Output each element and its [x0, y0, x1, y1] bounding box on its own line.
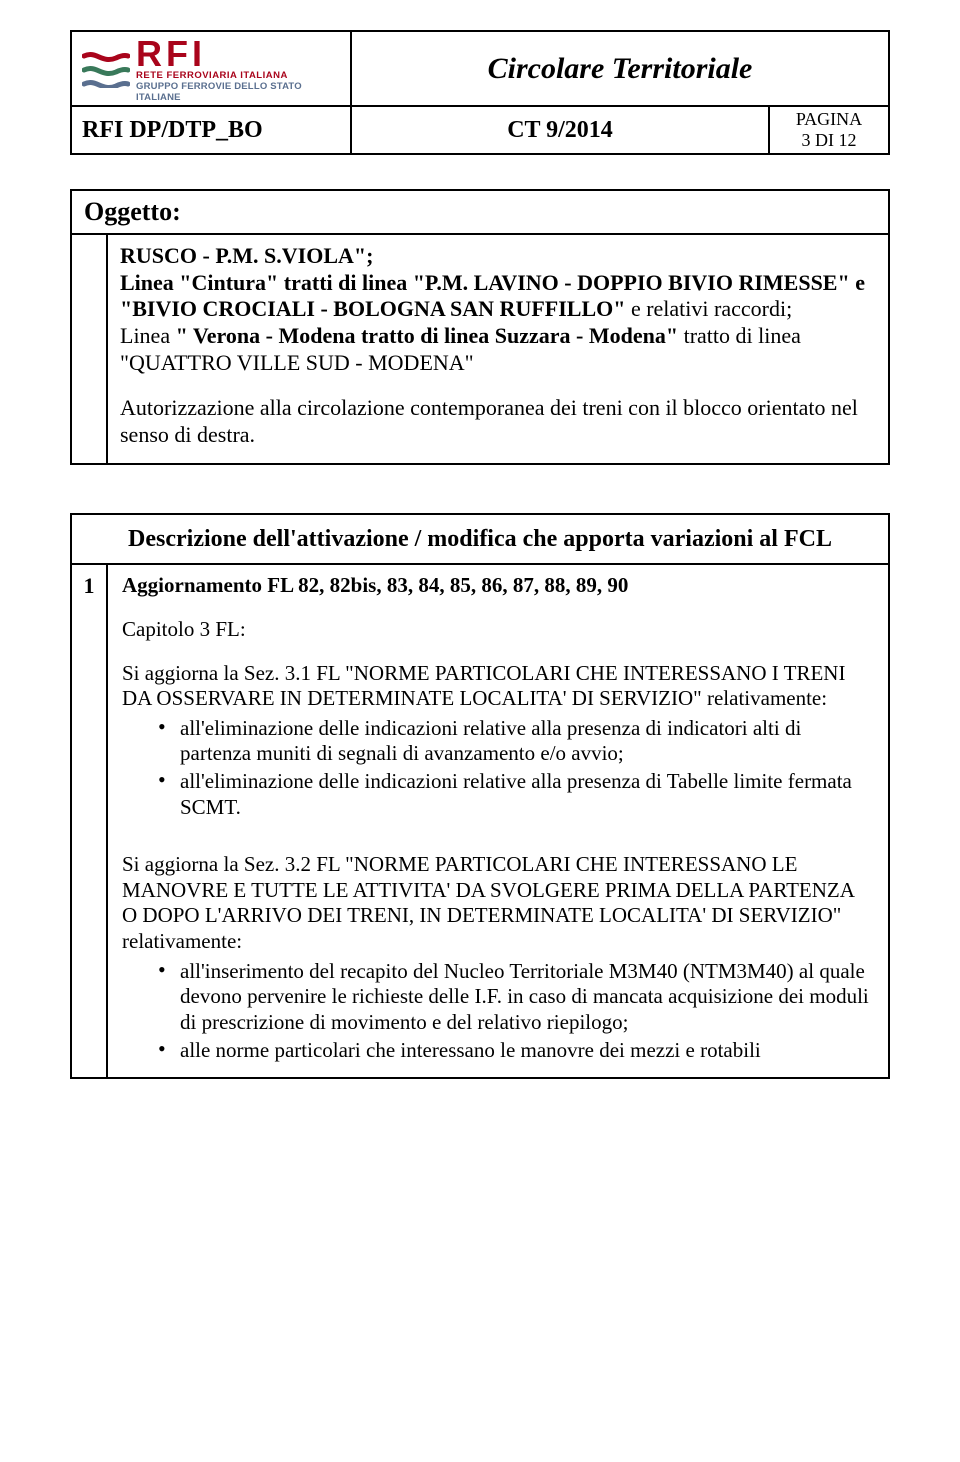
descrizione-box: Descrizione dell'attivazione / modifica … — [70, 513, 890, 1080]
page-number: 3 DI 12 — [802, 130, 857, 150]
aggiornamento-line: Aggiornamento FL 82, 82bis, 83, 84, 85, … — [122, 573, 874, 599]
logo-sub2: GRUPPO FERROVIE DELLO STATO ITALIANE — [136, 81, 340, 103]
sez32-intro: Si aggiorna la Sez. 3.2 FL "NORME PARTIC… — [122, 852, 874, 954]
logo-cell: RFI RETE FERROVIARIA ITALIANA GRUPPO FER… — [71, 31, 351, 106]
ct-code: CT 9/2014 — [351, 106, 769, 153]
list-item: all'inserimento del recapito del Nucleo … — [158, 959, 874, 1036]
sez32-list: all'inserimento del recapito del Nucleo … — [122, 959, 874, 1063]
page-label: PAGINA — [796, 109, 862, 129]
header-table: RFI RETE FERROVIARIA ITALIANA GRUPPO FER… — [70, 30, 890, 155]
page-number-cell: PAGINA 3 DI 12 — [769, 106, 889, 153]
oggetto-line2: Linea "Cintura" tratti di linea "P.M. LA… — [120, 270, 865, 322]
oggetto-line3: Linea " Verona - Modena tratto di linea … — [120, 323, 801, 375]
logo: RFI RETE FERROVIARIA ITALIANA GRUPPO FER… — [82, 38, 340, 103]
dept-code: RFI DP/DTP_BO — [71, 106, 351, 153]
oggetto-label: Oggetto: — [71, 190, 889, 234]
capitolo-line: Capitolo 3 FL: — [122, 617, 874, 643]
logo-main: RFI — [136, 38, 340, 70]
oggetto-auth: Autorizzazione alla circolazione contemp… — [120, 395, 858, 447]
descrizione-index: 1 — [71, 564, 107, 1078]
oggetto-box: Oggetto: RUSCO - P.M. S.VIOLA"; Linea "C… — [70, 189, 890, 465]
page: RFI RETE FERROVIARIA ITALIANA GRUPPO FER… — [0, 0, 960, 1109]
spacer — [122, 838, 874, 852]
logo-sub1: RETE FERROVIARIA ITALIANA — [136, 70, 340, 81]
list-item: all'eliminazione delle indicazioni relat… — [158, 769, 874, 820]
oggetto-line1: RUSCO - P.M. S.VIOLA"; — [120, 243, 373, 268]
list-item: all'eliminazione delle indicazioni relat… — [158, 716, 874, 767]
doc-title: Circolare Territoriale — [351, 31, 889, 106]
logo-text: RFI RETE FERROVIARIA ITALIANA GRUPPO FER… — [136, 38, 340, 103]
fs-mark-icon — [82, 48, 130, 93]
oggetto-body: RUSCO - P.M. S.VIOLA"; Linea "Cintura" t… — [107, 234, 889, 464]
list-item: alle norme particolari che interessano l… — [158, 1038, 874, 1064]
spacer — [120, 377, 876, 395]
descrizione-body: Aggiornamento FL 82, 82bis, 83, 84, 85, … — [107, 564, 889, 1078]
sez31-list: all'eliminazione delle indicazioni relat… — [122, 716, 874, 820]
oggetto-side — [71, 234, 107, 464]
sez31-intro: Si aggiorna la Sez. 3.1 FL "NORME PARTIC… — [122, 661, 874, 712]
descrizione-title: Descrizione dell'attivazione / modifica … — [71, 514, 889, 565]
